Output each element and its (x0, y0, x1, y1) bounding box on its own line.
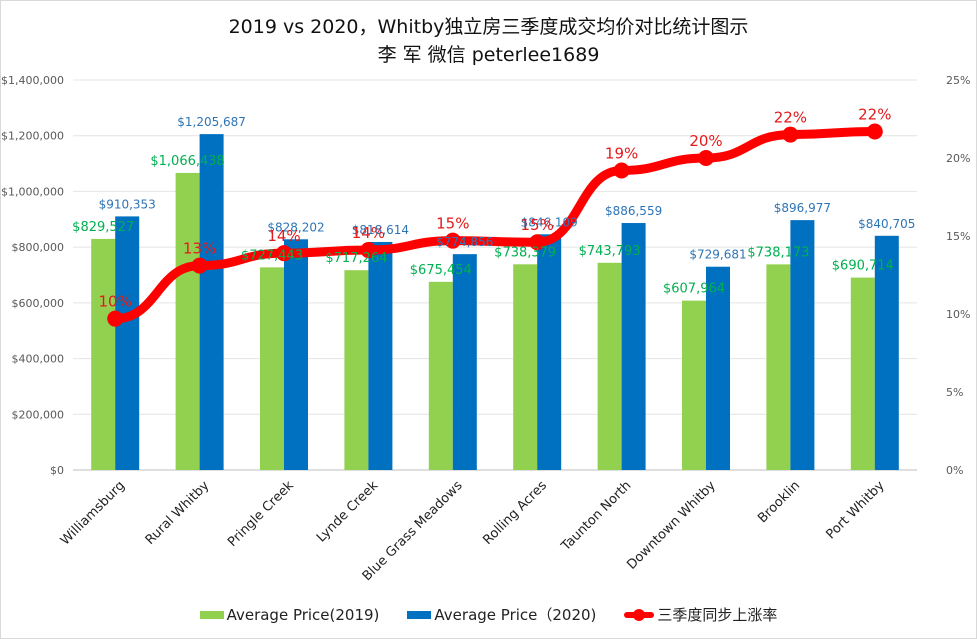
bar-2020 (790, 220, 815, 470)
legend-item-2020[interactable]: Average Price（2020) (407, 604, 596, 625)
growth-label: 15% (521, 216, 554, 234)
chart-subtitle: 李 军 微信 peterlee1689 (377, 44, 600, 66)
bar-2019 (344, 270, 369, 470)
growth-point (276, 245, 292, 262)
y-right-tick-label: 10% (946, 308, 970, 321)
growth-label: 14% (267, 227, 300, 245)
y-left-tick-label: $1,400,000 (1, 74, 64, 87)
y-right-tick-label: 15% (946, 230, 970, 243)
growth-label: 19% (605, 144, 638, 162)
bar-2019 (175, 172, 200, 470)
legend-item-2019[interactable]: Average Price(2019) (199, 604, 380, 625)
y-left-tick-label: $800,000 (12, 241, 65, 254)
legend-label-growth: 三季度同步上涨率 (657, 606, 778, 624)
legend-swatch-2019 (199, 610, 224, 619)
growth-label: 13% (183, 240, 216, 258)
y-left-tick-label: $400,000 (12, 353, 65, 366)
bar-2019 (91, 238, 116, 470)
bar-2019-label: $690,714 (832, 259, 894, 274)
legend-label-2020: Average Price（2020) (434, 606, 597, 624)
legend-item-growth[interactable]: 三季度同步上涨率 (624, 604, 777, 625)
legend-label-2019: Average Price(2019) (226, 605, 380, 624)
bar-2020-label: $828,202 (267, 220, 324, 234)
bar-2020-label: $1,205,687 (177, 115, 246, 129)
bar-2020-label: $818,614 (352, 223, 409, 237)
legend: Average Price(2019) Average Price（2020) … (0, 604, 977, 625)
bar-2019 (850, 277, 875, 470)
growth-point (107, 310, 124, 327)
x-tick-label: Pringle Creek (225, 478, 297, 550)
y-left-tick-label: $200,000 (12, 408, 65, 421)
growth-point (444, 232, 461, 249)
x-tick-label: Brooklin (755, 478, 803, 526)
growth-point (191, 257, 208, 274)
bar-2019 (260, 267, 284, 470)
bar-2020 (621, 223, 646, 470)
x-tick-label: Port Whitby (824, 478, 888, 542)
bar-2020-label: $840,705 (858, 217, 915, 231)
bar-2020-label: $774,856 (436, 235, 493, 249)
bar-2020 (115, 216, 140, 470)
y-left-tick-label: $1,000,000 (1, 185, 64, 198)
growth-label: 22% (858, 105, 891, 123)
bar-2020-label: $910,353 (99, 197, 156, 211)
bar-2019 (766, 264, 791, 470)
y-right-tick-label: 5% (946, 386, 963, 399)
bar-2020-label: $729,681 (689, 248, 746, 262)
bar-2020 (537, 234, 562, 470)
bar-2020-label: $886,559 (605, 204, 662, 218)
bar-2019-label: $607,964 (663, 282, 725, 297)
y-left-tick-label: $0 (50, 464, 64, 477)
bar-2019-label: $743,793 (579, 244, 641, 259)
bar-2020-label: $896,977 (774, 201, 831, 215)
bar-2019-label: $727,443 (241, 248, 303, 263)
x-tick-label: Taunton North (558, 478, 634, 554)
bar-2019 (513, 264, 538, 470)
bar-2019-label: $738,379 (494, 245, 556, 260)
bar-2020 (874, 235, 899, 470)
y-right-tick-label: 0% (946, 464, 963, 477)
growth-point (782, 126, 799, 143)
growth-point (529, 234, 546, 251)
bar-2019-label: $1,066,438 (150, 154, 224, 169)
growth-point (866, 123, 883, 140)
bar-2019 (428, 281, 453, 470)
bar-2020 (706, 266, 730, 470)
legend-swatch-growth (624, 608, 655, 621)
chart-title: 2019 vs 2020，Whitby独立房三季度成交均价对比统计图示 (228, 16, 749, 38)
x-tick-label: Lynde Creek (314, 478, 382, 546)
bar-2019-label: $829,527 (72, 220, 134, 235)
growth-point (360, 242, 377, 259)
bar-2019-label: $738,173 (747, 245, 809, 260)
x-tick-label: Rural Whitby (143, 478, 213, 548)
y-right-tick-label: 25% (946, 74, 970, 87)
growth-point (698, 150, 714, 166)
y-left-tick-label: $1,200,000 (1, 130, 64, 143)
growth-point (613, 162, 630, 179)
y-right-tick-label: 20% (946, 152, 970, 165)
bar-2019-label: $675,454 (410, 263, 472, 278)
growth-line (110, 126, 880, 324)
growth-label: 20% (689, 132, 722, 150)
growth-label: 14% (352, 224, 385, 242)
x-tick-label: Downtown Whitby (624, 478, 719, 573)
bar-2020 (368, 241, 393, 470)
bar-2020 (199, 134, 224, 470)
bar-2020 (452, 254, 477, 470)
x-tick-label: Williamsburg (58, 478, 128, 548)
growth-label: 15% (436, 215, 469, 233)
legend-swatch-2020 (407, 610, 432, 619)
bar-2020-label: $846,109 (521, 215, 578, 229)
bar-2019 (682, 300, 706, 470)
bar-2020 (284, 239, 308, 470)
y-left-tick-label: $600,000 (12, 297, 65, 310)
bar-2019 (597, 262, 622, 470)
growth-label: 10% (99, 293, 132, 311)
x-tick-label: Rolling Acres (480, 478, 550, 548)
growth-label: 22% (774, 109, 807, 127)
bar-2019-label: $717,264 (325, 251, 387, 266)
